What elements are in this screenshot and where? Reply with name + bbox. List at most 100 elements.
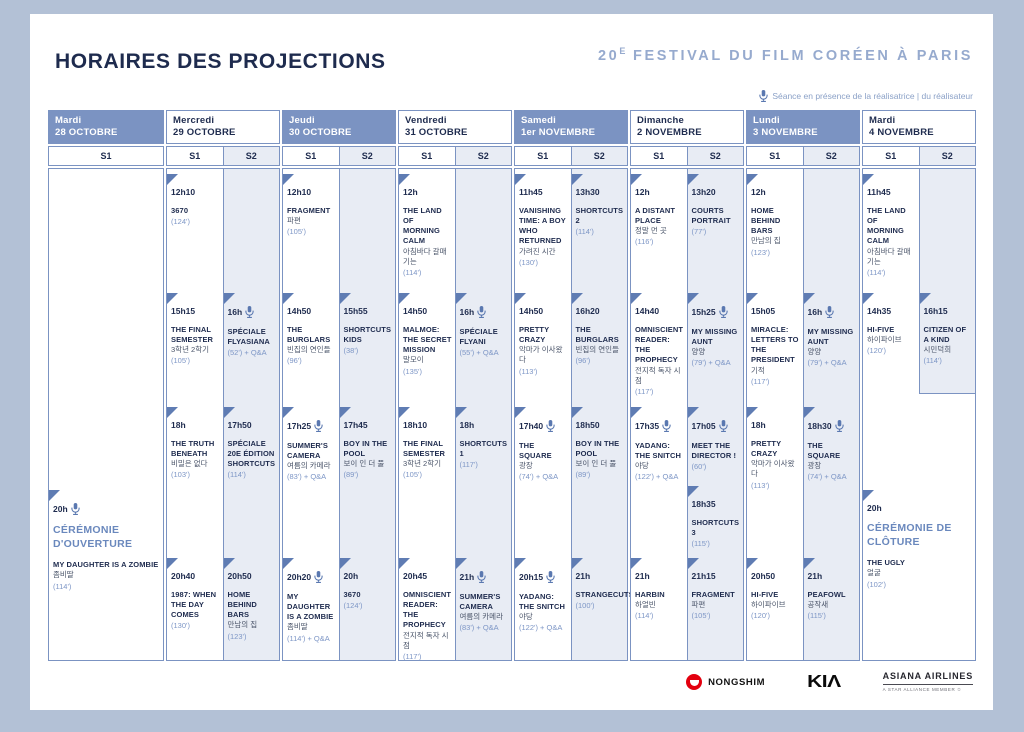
nongshim-icon <box>686 674 703 690</box>
film-title-korean: 가려진 시간 <box>519 246 556 256</box>
screen-labels-row: S1 S2 <box>282 146 396 166</box>
session-time-text: 15h15 <box>171 306 196 316</box>
screen-label-s1: S1 <box>282 146 340 166</box>
session-block: 16h SPÉCIALE FLYANI (55') + Q&A <box>455 293 512 358</box>
session-time-text: 12h <box>403 187 418 197</box>
session-time-text: 18h30 <box>807 421 832 431</box>
session-block: 17h25 SUMMER'S CAMERA 여름의 카메라 (83') + Q&A <box>283 407 339 482</box>
schedule-grid: Mardi 28 OCTOBRE S1 20h CÉRÉMONIE D'OUVERTUR… <box>48 110 976 661</box>
asiana-sub-label: A STAR ALLIANCE MEMBER ✩ <box>882 687 962 692</box>
screen-column-s1: 12h10 FRAGMENT 파편 (105') 14h50 THE BURGLARS 빈집… <box>282 168 340 661</box>
film-title-korean: 악마가 이사왔다 <box>751 459 795 479</box>
session-time: 17h25 <box>287 420 336 432</box>
day-date: 31 OCTOBRE <box>405 127 468 139</box>
day-column-7: Lundi 3 NOVEMBRE S1 S2 12h HOME BEHIND BARS 만남… <box>746 110 860 661</box>
session-block: 18h10 THE FINAL SEMESTER 3학년 2학기 (105') <box>399 407 455 480</box>
film-title: HOME BEHIND BARS <box>227 590 257 620</box>
screen-label-s1: S1 <box>514 146 572 166</box>
session-time-text: 18h <box>459 420 475 430</box>
film-title: SPÉCIALE FLYASIANA <box>227 327 270 347</box>
film-title-korean: 하얼빈 <box>635 600 656 610</box>
film-duration: (79') + Q&A <box>807 358 847 368</box>
film-duration: (113') <box>751 480 770 490</box>
session-time-text: 20h <box>53 504 68 514</box>
session-time: 21h <box>635 571 684 581</box>
day-column-3: Jeudi 30 OCTOBRE S1 S2 12h10 FRAGMENT 파편 (105')… <box>282 110 396 661</box>
microphone-icon <box>759 90 768 102</box>
session-block: 21h HARBIN 하얼빈 (114') <box>631 558 687 621</box>
kia-logo: KIΛ <box>807 670 841 694</box>
session-time: 16h <box>460 306 509 318</box>
day-column-5: Samedi 1er NOVEMBRE S1 S2 11h45 VANISHING TIM… <box>514 110 634 661</box>
session-time-text: 16h <box>807 307 823 317</box>
session-time-text: 17h40 <box>519 421 544 431</box>
day-sessions: 20h CÉRÉMONIE D'OUVERTURE MY DAUGHTER IS A… <box>48 168 164 661</box>
session-time: 12h <box>751 187 800 197</box>
session-time-text: 20h <box>343 571 359 581</box>
session-block: 15h55 SHORTCUTS KIDS (38') <box>339 293 396 356</box>
session-time: 17h05 <box>692 420 741 432</box>
screen-column-s1: 12h A DISTANT PLACE 정말 먼 곳 (116') 14h40 OMNIS… <box>630 168 688 661</box>
session-time-text: 20h <box>867 503 882 513</box>
session-block: 20h40 1987: WHEN THE DAY COMES (130') <box>167 558 223 631</box>
microphone-icon <box>314 420 323 432</box>
film-title: SUMMER'S CAMERA <box>459 592 501 612</box>
session-time: 21h <box>460 571 509 583</box>
session-time: 18h30 <box>808 420 857 432</box>
session-block: 15h25 MY MISSING AUNT 양양 (79') + Q&A <box>687 293 744 368</box>
film-title: A DISTANT PLACE <box>635 206 676 226</box>
film-duration: (105') <box>403 470 422 480</box>
film-title: YADANG: THE SNITCH <box>519 592 565 612</box>
session-time: 20h40 <box>171 571 220 581</box>
asiana-label: ASIANA AIRLINES <box>882 671 973 685</box>
film-title: SPÉCIALE 20E ÉDITION SHORTCUTS <box>227 439 276 469</box>
nongshim-label: NONGSHIM <box>708 676 766 688</box>
session-time: 20h15 <box>519 571 568 583</box>
day-sessions: 12h THE LAND OF MORNING CALM 아침바다 갈매기는 (114… <box>398 168 512 661</box>
day-name: Jeudi <box>289 115 315 126</box>
session-time-text: 18h35 <box>691 499 716 509</box>
film-title-korean: 보이 인 더 풀 <box>575 459 617 469</box>
session-block: 16h15 CITIZEN OF A KIND 시민덕희 (114') <box>919 293 976 366</box>
session-time: 20h <box>344 571 393 581</box>
day-name: Dimanche <box>637 115 685 126</box>
session-time-text: 15h55 <box>343 306 368 316</box>
day-sessions: 12h10 3670 (124') 15h15 THE FINAL SEMESTER 3학… <box>166 168 280 661</box>
session-time: 11h45 <box>519 187 568 197</box>
page-title: HORAIRES DES PROJECTIONS <box>55 50 386 73</box>
screen-column-s2: 15h55 SHORTCUTS KIDS (38') 17h45 BOY IN THE … <box>338 168 396 661</box>
microphone-icon <box>477 571 486 583</box>
film-duration: (122') + Q&A <box>635 472 679 482</box>
session-time-text: 11h45 <box>867 187 891 197</box>
session-block: 14h40 OMNISCIENT READER: THE PROPHECY 전지적 … <box>631 293 687 397</box>
film-title-korean: 정말 먼 곳 <box>635 226 667 236</box>
ceremony-title: CÉRÉMONIE DE CLÔTURE <box>867 522 952 548</box>
film-title-korean: 비밀은 없다 <box>171 459 208 469</box>
day-sessions: 11h45 THE LAND OF MORNING CALM 아침바다 갈매기는 (1… <box>862 168 976 661</box>
day-column-1: Mardi 28 OCTOBRE S1 20h CÉRÉMONIE D'OUVERTUR… <box>48 110 164 661</box>
session-block: 20h45 OMNISCIENT READER: THE PROPHECY 전지적 … <box>399 558 455 662</box>
film-duration: (114') <box>53 581 72 591</box>
film-title: MALMOE: THE SECRET MISSION <box>403 325 452 355</box>
film-title: MEET THE DIRECTOR ! <box>691 441 737 461</box>
day-header: Jeudi 30 OCTOBRE <box>282 110 396 144</box>
film-title-korean: 만남의 집 <box>751 236 781 246</box>
film-title: OMNISCIENT READER: THE PROPHECY <box>403 590 452 630</box>
session-time-text: 15h05 <box>751 306 776 316</box>
film-title: COURTS PORTRAIT <box>691 206 731 226</box>
session-time: 20h50 <box>751 571 800 581</box>
session-time-text: 13h30 <box>575 187 600 197</box>
ceremony-title: CÉRÉMONIE D'OUVERTURE <box>53 524 133 550</box>
session-time: 18h10 <box>403 420 452 430</box>
film-duration: (60') <box>691 462 707 472</box>
film-title: THE FINAL SEMESTER <box>403 439 446 459</box>
film-duration: (79') + Q&A <box>691 358 731 368</box>
session-block: 21h PEAFOWL 공작새 (115') <box>803 558 860 621</box>
film-title-korean: 말모이 <box>403 355 424 365</box>
film-title-korean: 여름의 카메라 <box>459 612 503 622</box>
screen-labels-row: S1 S2 <box>630 146 744 166</box>
microphone-icon <box>546 571 555 583</box>
microphone-icon <box>825 306 834 318</box>
session-time-text: 11h45 <box>519 187 543 197</box>
session-block: 12h A DISTANT PLACE 정말 먼 곳 (116') <box>631 174 687 247</box>
